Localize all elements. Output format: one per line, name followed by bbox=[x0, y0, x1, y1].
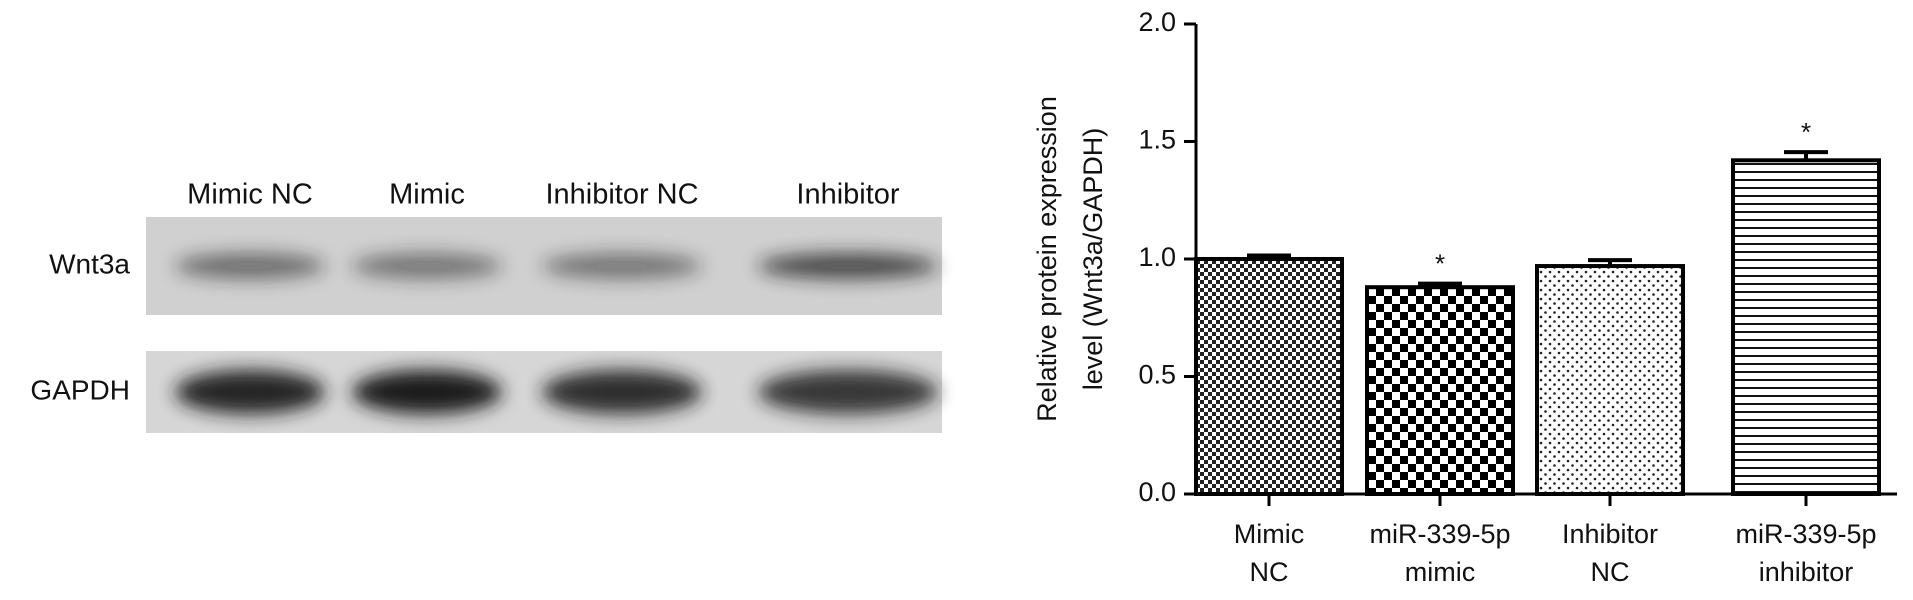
x-tick-label: miR-339-5p bbox=[1735, 519, 1876, 549]
blot-band bbox=[352, 253, 502, 279]
x-tick-label: miR-339-5p bbox=[1369, 519, 1510, 549]
lane-label: Inhibitor bbox=[796, 179, 900, 211]
y-tick-label: 1.5 bbox=[1138, 125, 1176, 155]
western-blot: Wnt3a GAPDH Mimic NC Mimic Inhibitor NC Inhib… bbox=[30, 179, 942, 433]
blot-band bbox=[758, 253, 938, 279]
blot-band bbox=[542, 370, 702, 414]
blot-band bbox=[758, 370, 938, 414]
y-tick-label: 0.0 bbox=[1138, 477, 1176, 507]
blot-band bbox=[542, 253, 702, 279]
x-tick-label: NC bbox=[1591, 557, 1630, 587]
blot-band bbox=[352, 370, 502, 414]
y-tick-label: 0.5 bbox=[1138, 360, 1176, 390]
bar bbox=[1194, 257, 1344, 496]
lane-label: Mimic NC bbox=[187, 179, 313, 211]
y-axis-label: level (Wnt3a/GAPDH) bbox=[1078, 128, 1108, 391]
x-tick-label: NC bbox=[1250, 557, 1289, 587]
lane-label: Inhibitor NC bbox=[545, 179, 698, 211]
blot-band bbox=[175, 370, 325, 414]
row-label: Wnt3a bbox=[49, 248, 130, 279]
y-tick-label: 2.0 bbox=[1138, 7, 1176, 37]
x-tick-label: Mimic bbox=[1234, 519, 1304, 549]
y-tick-label: 1.0 bbox=[1138, 242, 1176, 272]
significance-mark: * bbox=[1801, 117, 1811, 147]
bar bbox=[1535, 264, 1685, 496]
bar-chart: 0.0 0.5 1.0 1.5 2.0 Relative protein expressi… bbox=[1032, 7, 1897, 587]
blot-band bbox=[175, 253, 325, 279]
y-axis-label: Relative protein expression bbox=[1032, 96, 1062, 422]
x-tick-label: Inhibitor bbox=[1562, 519, 1658, 549]
bar bbox=[1731, 158, 1881, 497]
x-tick-label: mimic bbox=[1405, 557, 1475, 587]
bar bbox=[1365, 285, 1515, 497]
row-label: GAPDH bbox=[30, 374, 130, 405]
lane-label: Mimic bbox=[389, 179, 465, 211]
significance-mark: * bbox=[1435, 249, 1445, 279]
x-tick-label: inhibitor bbox=[1759, 557, 1854, 587]
